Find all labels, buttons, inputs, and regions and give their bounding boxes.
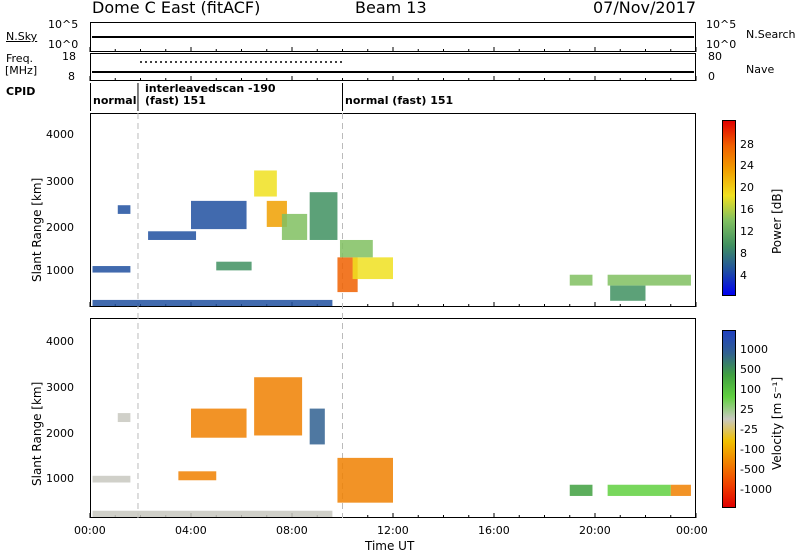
- data-cell: [178, 471, 217, 481]
- data-cell: [670, 484, 691, 496]
- xtick-2: 08:00: [276, 524, 308, 537]
- power-cbar-tick-8: 8: [740, 247, 747, 260]
- velocity-cbar-tick-500: 500: [740, 363, 761, 376]
- data-cell: [92, 510, 333, 517]
- date-label: 07/Nov/2017: [593, 0, 697, 17]
- power-colorbar: [722, 120, 736, 296]
- data-cell: [148, 231, 197, 240]
- velocity-cbar-tick-m25: -25: [740, 423, 758, 436]
- xtick-3: 12:00: [377, 524, 409, 537]
- data-cell: [216, 261, 252, 271]
- power-ytick-3000: 3000: [46, 175, 74, 188]
- data-cell: [92, 299, 333, 306]
- data-cell: [352, 257, 393, 280]
- freq-left-tick-bottom: 8: [68, 70, 75, 83]
- velocity-cbar-tick-m500: -500: [740, 463, 765, 476]
- power-ytick-4000: 4000: [46, 128, 74, 141]
- noise-right-tick-top: 10^5: [706, 18, 737, 31]
- data-cell: [191, 408, 247, 438]
- freq-left-tick-top: 18: [62, 50, 76, 63]
- freq-right-tick-top: 80: [708, 50, 722, 63]
- data-cell: [92, 266, 131, 273]
- data-cell: [610, 285, 646, 301]
- x-axis-label: Time UT: [365, 539, 415, 553]
- xtick-1: 04:00: [175, 524, 207, 537]
- data-cell: [607, 484, 671, 496]
- data-cell: [569, 274, 593, 286]
- beam-label: Beam 13: [355, 0, 427, 17]
- power-cbar-tick-20: 20: [740, 181, 754, 194]
- velocity-cbar-tick-25: 25: [740, 403, 754, 416]
- noise-left-tick-bottom: 10^0: [48, 38, 79, 51]
- power-cbar-tick-12: 12: [740, 225, 754, 238]
- cpid-label: CPID: [6, 85, 36, 98]
- velocity-cbar-tick-m100: -100: [740, 443, 765, 456]
- data-cell: [339, 239, 373, 258]
- xtick-4: 16:00: [478, 524, 510, 537]
- cpid-segment-2-sublabel: (fast) 151: [145, 94, 206, 107]
- power-cbar-tick-4: 4: [740, 269, 747, 282]
- data-cell: [607, 274, 691, 286]
- velocity-cbar-tick-m1000: -1000: [740, 483, 772, 496]
- cpid-panel: [90, 83, 696, 111]
- freq-label: Freq.: [6, 52, 34, 65]
- velocity-ytick-2000: 2000: [46, 427, 74, 440]
- power-ytick-1000: 1000: [46, 264, 74, 277]
- data-cell: [254, 377, 303, 436]
- noise-right-tick-bottom: 10^0: [706, 38, 737, 51]
- noise-search-label: N.Search: [746, 28, 796, 41]
- xtick-6: 00:00: [676, 524, 708, 537]
- freq-unit-label: [MHz]: [5, 64, 38, 77]
- data-cell: [191, 200, 247, 230]
- velocity-colorbar: [722, 330, 736, 508]
- data-cell: [254, 170, 277, 197]
- cpid-segment-3-label: normal (fast) 151: [345, 94, 454, 107]
- power-cbar-tick-28: 28: [740, 138, 754, 151]
- noise-sky-label: N.Sky: [6, 30, 38, 43]
- power-cbar-tick-24: 24: [740, 159, 754, 172]
- station-title: Dome C East (fitACF): [92, 0, 261, 17]
- data-cell: [309, 408, 325, 445]
- xtick-0: 00:00: [74, 524, 106, 537]
- data-cell: [117, 413, 131, 423]
- freq-right-tick-bottom: 0: [708, 70, 715, 83]
- data-cell: [92, 475, 131, 483]
- cpid-segment-2-label: interleavedscan -190: [145, 82, 276, 95]
- noise-left-tick-top: 10^5: [48, 18, 79, 31]
- velocity-ytick-1000: 1000: [46, 472, 74, 485]
- data-cell: [117, 205, 131, 214]
- xtick-5: 20:00: [579, 524, 611, 537]
- velocity-cbar-tick-100: 100: [740, 383, 761, 396]
- velocity-ytick-4000: 4000: [46, 335, 74, 348]
- power-ytick-2000: 2000: [46, 221, 74, 234]
- nave-label: Nave: [746, 63, 775, 76]
- data-cell: [309, 192, 338, 240]
- data-cell: [281, 213, 308, 240]
- power-cbar-tick-16: 16: [740, 203, 754, 216]
- data-cell: [569, 484, 593, 496]
- data-cell: [337, 457, 393, 503]
- cpid-segment-1-label: normal: [93, 94, 137, 107]
- velocity-cbar-tick-1000: 1000: [740, 343, 768, 356]
- velocity-ytick-3000: 3000: [46, 381, 74, 394]
